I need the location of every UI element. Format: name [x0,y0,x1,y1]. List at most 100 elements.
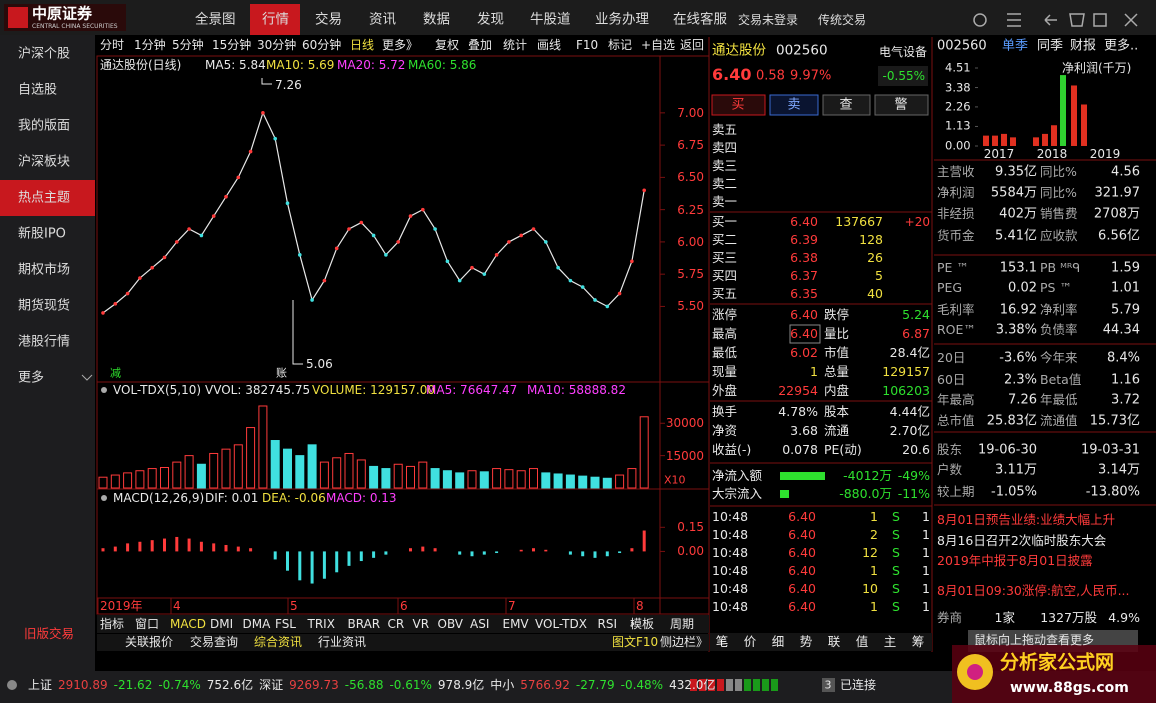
sidebar-item[interactable]: 更多 [18,370,45,386]
nav-item[interactable]: 数据 [423,11,450,28]
trade-button[interactable]: 查 [839,97,853,113]
toolbar-item[interactable]: 更多》 [382,38,419,52]
indicator-tab[interactable]: 指标 [100,617,125,631]
indicator-tab[interactable]: CR [387,617,405,631]
index-cell: -0.61% [389,678,432,692]
indicator-tab[interactable]: 窗口 [135,617,160,631]
nav-item[interactable]: 资讯 [369,11,396,28]
close-point [113,302,118,306]
nav-item[interactable]: 交易未登录 [738,13,799,27]
status-dot [7,680,17,690]
panel-tab[interactable]: 筹 [911,633,925,649]
nav-item[interactable]: 在线客服 [673,11,727,28]
volume-bar [381,468,391,489]
f10-label: 毛利率 [937,301,975,317]
sidebar-item[interactable]: 沪深板块 [18,154,71,170]
toolbar-item[interactable]: 15分钟 [212,38,252,52]
toolbar-item[interactable]: 30分钟 [257,38,297,52]
sidebar-bottom[interactable]: 旧版交易 [24,625,75,641]
indicator-tab[interactable]: RSI [597,617,618,631]
toolbar-item[interactable]: 叠加 [468,38,493,52]
nav-item[interactable]: 发现 [477,11,504,28]
toolbar-item[interactable]: +自选 [641,38,676,52]
stock-code: 002560 [776,42,828,59]
nav-item[interactable]: 交易 [315,11,342,28]
panel-tab[interactable]: 笔 [715,633,729,649]
indicator-tab[interactable]: DMA [242,617,271,631]
bottom-link[interactable]: 交易查询 [190,635,239,649]
news-item[interactable]: 8月01日09:30涨停:航空,人民币... [937,582,1130,598]
trade-button[interactable]: 警 [894,97,908,113]
sidebar-item[interactable]: 期权市场 [18,262,71,278]
bottom-link[interactable]: 图文F10 [612,635,659,649]
indicator-tab[interactable]: FSL [275,617,296,631]
f10-tab[interactable]: 同季 [1037,38,1064,54]
price-tick: 5.75 [677,267,704,282]
panel-tab[interactable]: 联 [827,633,841,649]
toolbar-item[interactable]: 日线 [350,38,375,52]
toolbar-item[interactable]: 1分钟 [134,38,166,52]
stat-label: 市值 [824,344,850,360]
sidebar-item[interactable]: 我的版面 [18,118,71,134]
f10-tab[interactable]: 更多.. [1104,38,1139,54]
toolbar-item[interactable]: 复权 [435,38,460,52]
trade-cell: 1 [922,508,930,524]
toolbar-item[interactable]: 统计 [503,38,528,52]
volume-bar [479,471,489,489]
indicator-tab[interactable]: OBV [437,617,464,631]
indicator-tab[interactable]: › [630,617,635,631]
volume-bar [602,477,612,489]
indicator-tab[interactable]: EMV [502,617,529,631]
f10-tab[interactable]: 单季 [1002,38,1029,54]
bottom-link[interactable]: 侧边栏》 [660,635,709,649]
sidebar-item[interactable]: 期货现货 [18,298,71,314]
indicator-tab[interactable]: BRAR [347,617,381,631]
indicator-tab[interactable]: DMI [210,617,234,631]
nav-item[interactable]: 行情 [262,11,289,28]
panel-tab[interactable]: 细 [771,633,785,649]
indicator-tab[interactable]: MACD [170,617,206,631]
toolbar-item[interactable]: 5分钟 [172,38,204,52]
date-label: 7 [508,599,516,613]
indicator-tab[interactable]: 周期 [670,617,695,631]
news-item[interactable]: 8月01日预告业绩:业绩大幅上升 [937,511,1116,527]
sidebar-item[interactable]: 热点主题 [18,190,71,206]
nav-item[interactable]: 牛股道 [530,11,571,28]
sidebar-item[interactable]: 港股行情 [18,334,71,350]
news-item[interactable]: 8月16日召开2次临时股东大会 [937,532,1107,548]
nav-item[interactable]: 业务办理 [595,11,649,28]
bottom-link[interactable]: 综合资讯 [254,635,303,649]
toolbar-item[interactable]: 返回 [680,38,705,52]
toolbar-item[interactable]: 标记 [608,38,633,52]
nav-item[interactable]: 全景图 [195,11,236,28]
indicator-tab[interactable]: ASI [470,617,490,631]
bottom-link[interactable]: 行业资讯 [318,635,367,649]
sidebar-item[interactable]: 新股IPO [18,226,66,242]
sidebar-item[interactable]: 自选股 [18,82,58,98]
indicator-tab[interactable]: VOL-TDX [535,617,587,631]
f10-value: -3.6% [999,350,1037,366]
toolbar-item[interactable]: 分时 [100,38,125,52]
bid-price: 6.35 [790,285,818,301]
f10-label: 净利润 [937,184,975,200]
nav-item[interactable]: 传统交易 [818,13,867,27]
panel-tab[interactable]: 值 [855,633,869,649]
trade-button[interactable]: 卖 [787,97,801,113]
trade-button[interactable]: 买 [731,97,745,113]
panel-tab[interactable]: 势 [799,633,813,649]
indicator-tab[interactable]: 模板 [630,617,655,631]
volume-bar [553,473,563,489]
news-item[interactable]: 2019年中报于8月01日披露 [937,552,1093,568]
toolbar-item[interactable]: F10 [576,38,599,52]
toolbar-item[interactable]: 画线 [537,38,562,52]
volume-legend: VVOL: 382745.75 [205,383,311,397]
sidebar-item[interactable]: 沪深个股 [18,46,71,62]
bottom-link[interactable]: 关联报价 [125,635,174,649]
indicator-tab[interactable]: TRIX [307,617,335,631]
f10-tab[interactable]: 财报 [1070,38,1097,54]
toolbar-item[interactable]: 60分钟 [302,38,342,52]
indicator-tab[interactable]: VR [412,617,430,631]
panel-tab[interactable]: 价 [743,633,757,649]
volume-bar [578,475,588,489]
panel-tab[interactable]: 主 [883,633,897,649]
